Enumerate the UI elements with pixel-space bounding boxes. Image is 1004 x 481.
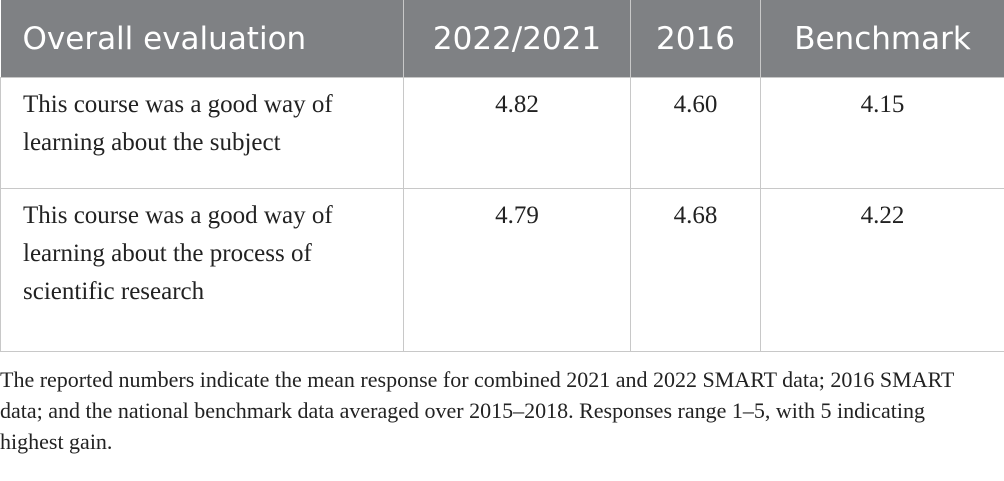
table-row: This course was a good way of learning a… — [0, 77, 1004, 189]
header-cell: 2022/2021 — [403, 0, 631, 78]
cell: 4.22 — [760, 188, 1004, 352]
footnote: The reported numbers indicate the mean r… — [0, 367, 954, 454]
header-cell: 2016 — [630, 0, 761, 78]
header-row: Overall evaluation 2022/2021 2016 Benchm… — [0, 0, 1004, 78]
cell: 4.60 — [630, 77, 761, 189]
table: Overall evaluation 2022/2021 2016 Benchm… — [0, 0, 1004, 352]
cell: 4.68 — [630, 188, 761, 352]
cell: 4.79 — [403, 188, 631, 352]
row-label: This course was a good way of learning a… — [0, 188, 404, 352]
row-label: This course was a good way of learning a… — [0, 77, 404, 189]
cell: 4.82 — [403, 77, 631, 189]
header-cell: Overall evaluation — [0, 0, 404, 78]
table-row: This course was a good way of learning a… — [0, 188, 1004, 352]
cell: 4.15 — [760, 77, 1004, 189]
header-cell: Benchmark — [760, 0, 1004, 78]
